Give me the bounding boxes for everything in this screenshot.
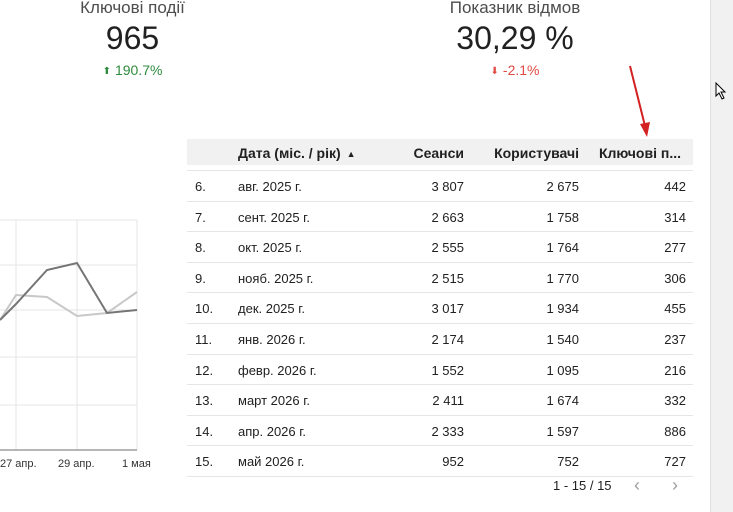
- cell-date: февр. 2026 г.: [238, 362, 317, 378]
- data-table: Дата (міс. / рік) ▲ Сеанси Користувачі Кл…: [187, 139, 693, 477]
- cell-date: март 2026 г.: [238, 393, 310, 409]
- arrow-up-icon: ⬆: [102, 66, 111, 77]
- cell-date: нояб. 2025 г.: [238, 270, 314, 286]
- cell-key-events: 314: [664, 209, 686, 225]
- table-row-partial: [187, 165, 693, 171]
- kpi-delta: ⬆ 190.7%: [60, 62, 205, 80]
- cell-key-events: 886: [664, 423, 686, 439]
- cell-key-events: 455: [664, 301, 686, 317]
- column-header-users[interactable]: Користувачі: [494, 145, 579, 161]
- arrow-down-icon: ⬇: [490, 66, 499, 77]
- cell-key-events: 442: [664, 179, 686, 194]
- cell-key-events: 306: [664, 270, 686, 286]
- cell-users: 1 597: [546, 423, 579, 439]
- table-row[interactable]: 6. авг. 2025 г. 3 807 2 675 442: [187, 171, 693, 202]
- row-index: 8.: [195, 240, 206, 256]
- table-row[interactable]: 15. май 2026 г. 952 752 727: [187, 446, 693, 477]
- table-row[interactable]: 11. янв. 2026 г. 2 174 1 540 237: [187, 324, 693, 355]
- series-line-primary: [0, 261, 138, 321]
- cell-users: 1 758: [546, 209, 579, 225]
- cell-sessions: 2 555: [431, 240, 464, 256]
- scrollbar-gutter[interactable]: [710, 0, 733, 512]
- series-line-secondary: [0, 291, 138, 321]
- kpi-delta: ⬇ -2.1%: [430, 62, 600, 80]
- cell-users: 2 675: [546, 179, 579, 194]
- kpi-title: Ключові події: [80, 0, 185, 17]
- cell-date: авг. 2025 г.: [238, 179, 302, 194]
- table-row[interactable]: 8. окт. 2025 г. 2 555 1 764 277: [187, 232, 693, 263]
- table-row[interactable]: 12. февр. 2026 г. 1 552 1 095 216: [187, 355, 693, 386]
- sort-ascending-icon[interactable]: ▲: [346, 149, 356, 159]
- table-row[interactable]: 10. дек. 2025 г. 3 017 1 934 455: [187, 293, 693, 324]
- cell-users: 1 095: [546, 362, 579, 378]
- kpi-bounce-rate: Показник відмов 30,29 % ⬇ -2.1%: [430, 0, 600, 80]
- kpi-delta-value: -2.1%: [502, 62, 540, 78]
- cell-sessions: 2 663: [431, 209, 464, 225]
- row-index: 10.: [195, 301, 214, 317]
- cell-users: 1 934: [546, 301, 579, 317]
- table-row[interactable]: 9. нояб. 2025 г. 2 515 1 770 306: [187, 263, 693, 294]
- cell-users: 1 764: [546, 240, 579, 256]
- cell-sessions: 2 515: [431, 270, 464, 286]
- kpi-title: Показник відмов: [449, 0, 581, 17]
- x-tick-label: 27 апр.: [0, 458, 37, 470]
- column-header-key-events[interactable]: Ключові п...: [598, 145, 681, 161]
- cell-date: сент. 2025 г.: [238, 209, 310, 225]
- table-row[interactable]: 13. март 2026 г. 2 411 1 674 332: [187, 385, 693, 416]
- cell-key-events: 216: [664, 362, 686, 378]
- row-index: 12.: [195, 362, 214, 378]
- cell-key-events: 332: [664, 393, 686, 409]
- row-index: 14.: [195, 423, 214, 439]
- row-index: 13.: [195, 393, 214, 409]
- row-index: 15.: [195, 454, 214, 470]
- column-header-sessions[interactable]: Сеанси: [413, 145, 464, 161]
- cell-sessions: 952: [442, 454, 464, 470]
- table-body: 6. авг. 2025 г. 3 807 2 675 442 7. сент. 2025 …: [187, 171, 693, 477]
- cell-sessions: 3 017: [431, 301, 464, 317]
- cell-key-events: 727: [664, 454, 686, 470]
- cell-sessions: 1 552: [431, 362, 464, 378]
- cell-sessions: 2 174: [431, 331, 464, 347]
- column-header-label: Дата (міс. / рік): [238, 145, 341, 161]
- row-index: 9.: [195, 270, 206, 286]
- cell-users: 752: [557, 454, 579, 470]
- cell-key-events: 277: [664, 240, 686, 256]
- mouse-cursor-icon: [715, 82, 727, 100]
- row-index: 11.: [195, 331, 213, 347]
- cell-users: 1 770: [546, 270, 579, 286]
- x-tick-label: 29 апр.: [58, 458, 95, 470]
- cell-sessions: 2 333: [431, 423, 464, 439]
- row-index: 7.: [195, 209, 206, 225]
- line-chart-svg: [0, 219, 138, 451]
- chevron-left-icon[interactable]: ‹: [634, 475, 640, 495]
- x-tick-label: 1 мая: [122, 458, 151, 470]
- chevron-right-icon[interactable]: ›: [672, 475, 678, 495]
- cell-date: окт. 2025 г.: [238, 240, 303, 256]
- cell-sessions: 2 411: [432, 393, 464, 409]
- table-row[interactable]: 7. сент. 2025 г. 2 663 1 758 314: [187, 202, 693, 233]
- kpi-delta-value: 190.7%: [114, 62, 163, 78]
- cell-users: 1 540: [546, 331, 579, 347]
- row-index: 6.: [195, 179, 206, 194]
- cell-sessions: 3 807: [431, 179, 464, 194]
- cell-date: дек. 2025 г.: [238, 301, 306, 317]
- kpi-value: 965: [105, 20, 160, 56]
- table-header: Дата (міс. / рік) ▲ Сеанси Користувачі Кл…: [187, 139, 693, 165]
- kpi-value: 30,29 %: [456, 20, 574, 56]
- kpi-key-events: Ключові події 965 ⬆ 190.7%: [60, 0, 205, 80]
- table-row[interactable]: 14. апр. 2026 г. 2 333 1 597 886: [187, 416, 693, 447]
- cell-date: май 2026 г.: [238, 454, 305, 470]
- cell-users: 1 674: [546, 393, 579, 409]
- line-chart[interactable]: 27 апр. 29 апр. 1 мая: [0, 210, 160, 480]
- cell-date: янв. 2026 г.: [238, 331, 306, 347]
- cell-key-events: 237: [664, 331, 686, 347]
- column-header-date[interactable]: Дата (міс. / рік) ▲: [238, 145, 356, 161]
- cell-date: апр. 2026 г.: [238, 423, 307, 439]
- pagination-label: 1 - 15 / 15: [553, 478, 612, 493]
